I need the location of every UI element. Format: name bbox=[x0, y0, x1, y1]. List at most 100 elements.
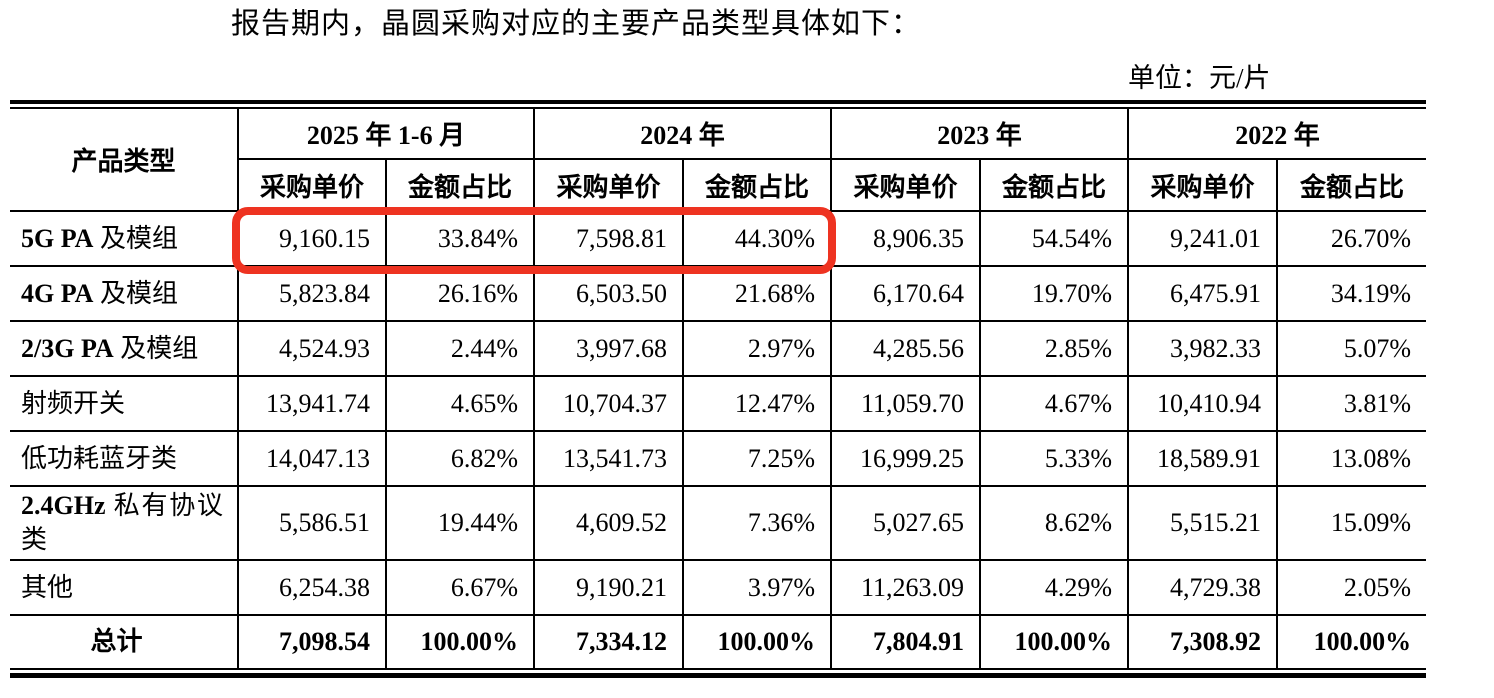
row-label: 2.4GHz 私有协议类 bbox=[10, 485, 239, 561]
cell-amount-share: 3.97% bbox=[682, 559, 833, 616]
sub-header-amount-share: 金额占比 bbox=[1276, 158, 1427, 212]
cell-amount-share: 100.00% bbox=[384, 614, 536, 668]
header-row-metrics: 采购单价 金额占比 采购单价 金额占比 采购单价 金额占比 采购单价 金额占比 bbox=[10, 158, 1427, 212]
cell-amount-share: 26.16% bbox=[384, 265, 536, 322]
cell-unit-price: 16,999.25 bbox=[830, 430, 982, 487]
table-row: 4G PA 及模组 5,823.84 26.16% 6,503.50 21.68% 6,1… bbox=[10, 265, 1427, 322]
cell-unit-price: 9,190.21 bbox=[533, 559, 685, 616]
row-label: 其他 bbox=[10, 559, 239, 616]
table-row: 2.4GHz 私有协议类 5,586.51 19.44% 4,609.52 7.36% 5… bbox=[10, 485, 1427, 561]
cell-amount-share: 4.65% bbox=[384, 375, 536, 432]
cell-unit-price: 7,308.92 bbox=[1127, 614, 1279, 668]
table-row: 低功耗蓝牙类 14,047.13 6.82% 13,541.73 7.25% 16,999… bbox=[10, 430, 1427, 487]
cell-amount-share: 44.30% bbox=[682, 210, 833, 267]
period-header-2022: 2022 年 bbox=[1127, 109, 1427, 160]
cell-unit-price: 8,906.35 bbox=[830, 210, 982, 267]
cell-unit-price: 3,982.33 bbox=[1127, 320, 1279, 377]
period-header-2024: 2024 年 bbox=[533, 109, 833, 160]
cell-amount-share: 2.44% bbox=[384, 320, 536, 377]
header-row-periods: 产品类型 2025 年 1-6 月 2024 年 2023 年 2022 年 bbox=[10, 109, 1427, 212]
procurement-table: 产品类型 2025 年 1-6 月 2024 年 2023 年 2022 年 采… bbox=[10, 109, 1427, 668]
cell-unit-price: 6,170.64 bbox=[830, 265, 982, 322]
table-row: 5G PA 及模组 9,160.15 33.84% 7,598.81 44.30% 8,9… bbox=[10, 210, 1427, 267]
row-label: 低功耗蓝牙类 bbox=[10, 430, 239, 487]
cell-unit-price: 6,503.50 bbox=[533, 265, 685, 322]
cell-amount-share: 2.05% bbox=[1276, 559, 1427, 616]
procurement-table-wrap: 产品类型 2025 年 1-6 月 2024 年 2023 年 2022 年 采… bbox=[10, 100, 1427, 678]
cell-amount-share: 3.81% bbox=[1276, 375, 1427, 432]
cell-unit-price: 13,941.74 bbox=[237, 375, 387, 432]
cell-unit-price: 5,823.84 bbox=[237, 265, 387, 322]
cell-amount-share: 19.44% bbox=[384, 485, 536, 561]
row-label: 射频开关 bbox=[10, 375, 239, 432]
table-top-rule bbox=[10, 100, 1426, 109]
cell-amount-share: 21.68% bbox=[682, 265, 833, 322]
cell-amount-share: 12.47% bbox=[682, 375, 833, 432]
cell-amount-share: 6.82% bbox=[384, 430, 536, 487]
cell-amount-share: 26.70% bbox=[1276, 210, 1427, 267]
cell-unit-price: 10,410.94 bbox=[1127, 375, 1279, 432]
sub-header-amount-share: 金额占比 bbox=[384, 158, 536, 212]
table-row: 2/3G PA 及模组 4,524.93 2.44% 3,997.68 2.97% 4,2… bbox=[10, 320, 1427, 377]
cell-amount-share: 8.62% bbox=[979, 485, 1130, 561]
cell-unit-price: 4,609.52 bbox=[533, 485, 685, 561]
cell-unit-price: 18,589.91 bbox=[1127, 430, 1279, 487]
sub-header-unit-price: 采购单价 bbox=[238, 158, 387, 212]
row-label: 4G PA 及模组 bbox=[10, 265, 239, 322]
cell-amount-share: 13.08% bbox=[1276, 430, 1427, 487]
sub-header-unit-price: 采购单价 bbox=[1127, 158, 1279, 212]
cell-amount-share: 7.36% bbox=[682, 485, 833, 561]
sub-header-amount-share: 金额占比 bbox=[979, 158, 1130, 212]
row-label-latin: 2.4GHz bbox=[21, 491, 106, 520]
cell-unit-price: 7,804.91 bbox=[830, 614, 982, 668]
cell-amount-share: 100.00% bbox=[1276, 614, 1427, 668]
row-label: 2/3G PA 及模组 bbox=[10, 320, 239, 377]
col-header-product-type: 产品类型 bbox=[10, 109, 239, 212]
row-label-latin: 4G PA bbox=[21, 278, 94, 308]
cell-amount-share: 2.85% bbox=[979, 320, 1130, 377]
row-label: 5G PA 及模组 bbox=[10, 210, 239, 267]
cell-amount-share: 6.67% bbox=[384, 559, 536, 616]
cell-unit-price: 7,598.81 bbox=[533, 210, 685, 267]
table-row: 总计 7,098.54 100.00% 7,334.12 100.00% 7,804.91… bbox=[10, 614, 1427, 668]
row-label-latin: 2/3G PA bbox=[21, 333, 114, 363]
cell-unit-price: 14,047.13 bbox=[237, 430, 387, 487]
cell-unit-price: 6,475.91 bbox=[1127, 265, 1279, 322]
table-row: 射频开关 13,941.74 4.65% 10,704.37 12.47% 11,059.… bbox=[10, 375, 1427, 432]
sub-header-unit-price: 采购单价 bbox=[533, 158, 685, 212]
cell-amount-share: 15.09% bbox=[1276, 485, 1427, 561]
intro-text: 报告期内，晶圆采购对应的主要产品类型具体如下： bbox=[231, 8, 922, 40]
table-row: 其他 6,254.38 6.67% 9,190.21 3.97% 11,263.09 4.2… bbox=[10, 559, 1427, 616]
cell-amount-share: 2.97% bbox=[682, 320, 833, 377]
unit-label: 单位：元/片 bbox=[1128, 63, 1271, 93]
table-bottom-rule bbox=[10, 668, 1426, 678]
cell-unit-price: 3,997.68 bbox=[533, 320, 685, 377]
cell-amount-share: 34.19% bbox=[1276, 265, 1427, 322]
cell-unit-price: 5,515.21 bbox=[1127, 485, 1279, 561]
cell-amount-share: 7.25% bbox=[682, 430, 833, 487]
cell-amount-share: 100.00% bbox=[682, 614, 833, 668]
cell-unit-price: 4,285.56 bbox=[830, 320, 982, 377]
cell-amount-share: 100.00% bbox=[979, 614, 1130, 668]
table-header: 产品类型 2025 年 1-6 月 2024 年 2023 年 2022 年 采… bbox=[10, 109, 1427, 212]
period-header-2023: 2023 年 bbox=[830, 109, 1130, 160]
cell-unit-price: 6,254.38 bbox=[237, 559, 387, 616]
cell-unit-price: 11,059.70 bbox=[830, 375, 982, 432]
sub-header-unit-price: 采购单价 bbox=[830, 158, 982, 212]
sub-header-amount-share: 金额占比 bbox=[682, 158, 833, 212]
cell-amount-share: 19.70% bbox=[979, 265, 1130, 322]
cell-amount-share: 5.07% bbox=[1276, 320, 1427, 377]
cell-unit-price: 9,241.01 bbox=[1127, 210, 1279, 267]
row-label: 总计 bbox=[10, 614, 239, 668]
table-body: 5G PA 及模组 9,160.15 33.84% 7,598.81 44.30% 8,9… bbox=[10, 210, 1427, 668]
cell-amount-share: 4.67% bbox=[979, 375, 1130, 432]
cell-unit-price: 7,334.12 bbox=[533, 614, 685, 668]
cell-unit-price: 13,541.73 bbox=[533, 430, 685, 487]
cell-unit-price: 10,704.37 bbox=[533, 375, 685, 432]
cell-unit-price: 4,524.93 bbox=[237, 320, 387, 377]
cell-unit-price: 11,263.09 bbox=[830, 559, 982, 616]
cell-amount-share: 54.54% bbox=[979, 210, 1130, 267]
cell-unit-price: 9,160.15 bbox=[237, 210, 387, 267]
cell-unit-price: 5,027.65 bbox=[830, 485, 982, 561]
period-header-2025h1: 2025 年 1-6 月 bbox=[236, 109, 536, 160]
